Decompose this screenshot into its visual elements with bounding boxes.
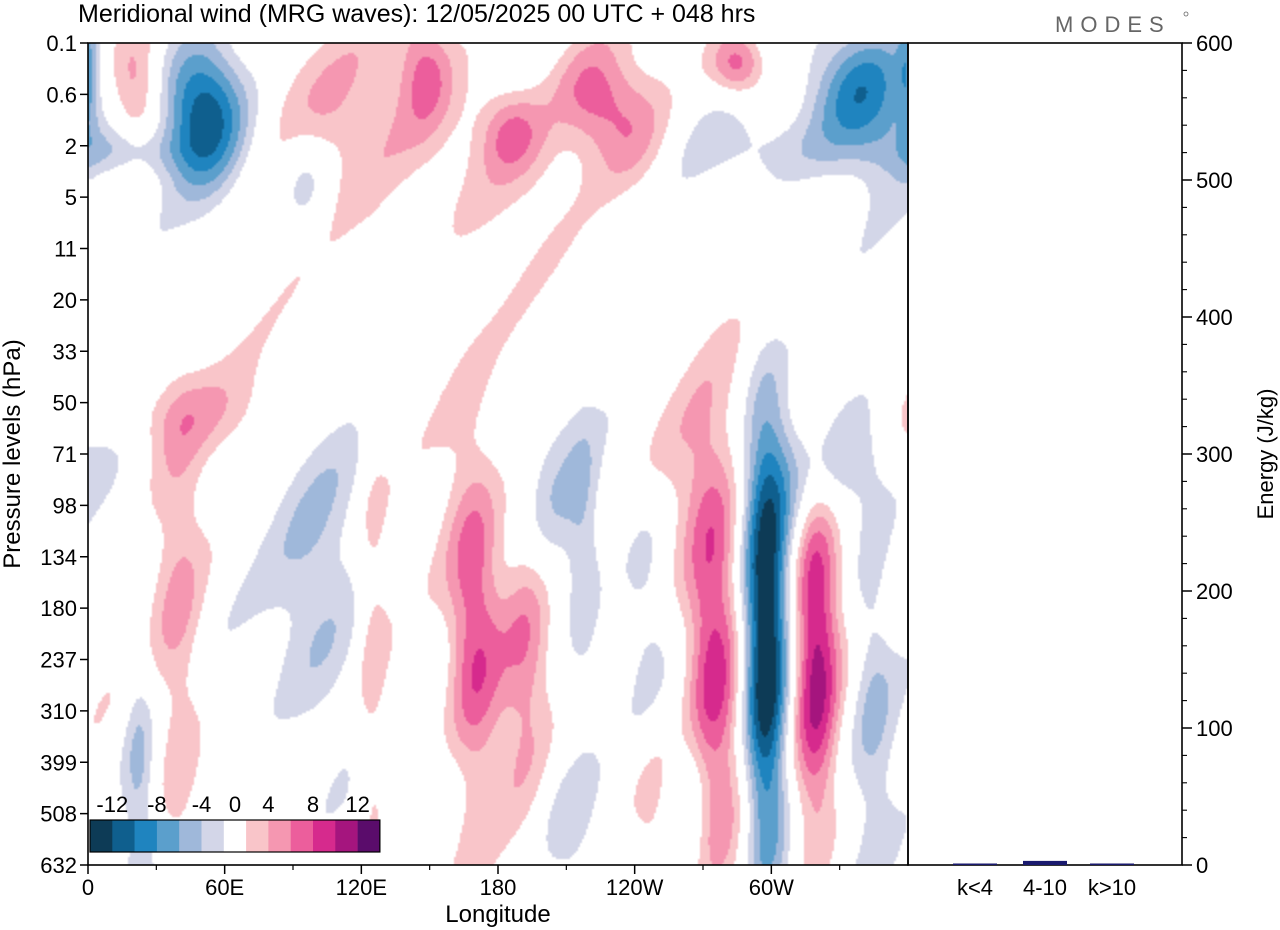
wavenumber-label: 4-10 bbox=[1023, 875, 1067, 900]
bar-panel-frame bbox=[907, 42, 1183, 866]
logo-mark bbox=[1183, 11, 1189, 17]
energy-bar bbox=[1090, 863, 1134, 865]
colorbar-tick-label: 8 bbox=[307, 792, 319, 817]
colorbar-swatch bbox=[134, 820, 158, 852]
colorbar-swatch bbox=[335, 820, 358, 852]
energy-axis: 0 100 200 300 400 500 600 bbox=[1182, 31, 1233, 878]
colorbar-tick-label: -8 bbox=[147, 792, 167, 817]
wavenumber-label: k<4 bbox=[957, 875, 993, 900]
x-tick-label: 120E bbox=[336, 875, 387, 900]
colorbar-tick-label: -12 bbox=[96, 792, 128, 817]
energy-tick-label: 200 bbox=[1196, 579, 1233, 604]
longitude-axis: 0 60E 120E 180 120W 60W bbox=[82, 865, 841, 900]
energy-tick-label: 100 bbox=[1196, 716, 1233, 741]
colorbar-tick-label: 0 bbox=[229, 792, 241, 817]
x-tick-label: 60W bbox=[749, 875, 794, 900]
chart-title: Meridional wind (MRG waves): 12/05/2025 … bbox=[78, 0, 755, 28]
y-tick-label: 2 bbox=[65, 134, 77, 159]
y-tick-label: 180 bbox=[40, 596, 77, 621]
y-tick-label: 33 bbox=[53, 339, 77, 364]
heatmap-panel bbox=[87, 42, 909, 866]
colorbar-tick-label: -4 bbox=[192, 792, 212, 817]
y-tick-label: 98 bbox=[53, 493, 77, 518]
energy-tick-label: 400 bbox=[1196, 305, 1233, 330]
colorbar-swatch bbox=[112, 820, 135, 852]
colorbar-tick-label: 12 bbox=[345, 792, 369, 817]
y-tick-label: 0.1 bbox=[46, 31, 77, 56]
energy-bars bbox=[953, 860, 1134, 865]
x-tick-label: 0 bbox=[82, 875, 94, 900]
energy-bar bbox=[1023, 860, 1067, 865]
colorbar-frame bbox=[89, 819, 381, 853]
energy-axis-label: Energy (J/kg) bbox=[1253, 389, 1278, 520]
energy-bar bbox=[953, 863, 997, 865]
y-tick-label: 20 bbox=[53, 288, 77, 313]
energy-bar-panel bbox=[907, 42, 1183, 866]
x-tick-label: 60E bbox=[205, 875, 244, 900]
pressure-axis: 0.1 0.6 2 5 11 20 33 50 71 98 134 180 237 310 399 508 63… bbox=[40, 31, 88, 878]
x-axis-label: Longitude bbox=[445, 901, 550, 928]
y-tick-label: 0.6 bbox=[46, 82, 77, 107]
colorbar-swatch bbox=[268, 820, 291, 852]
y-tick-label: 399 bbox=[40, 750, 77, 775]
x-tick-label: 120W bbox=[606, 875, 664, 900]
colorbar-swatch bbox=[90, 820, 113, 852]
colorbar-swatch bbox=[290, 820, 314, 852]
modes-logo: MODES bbox=[1055, 12, 1171, 37]
wavenumber-axis: k<4 4-10 k>10 bbox=[957, 875, 1136, 900]
wavenumber-label: k>10 bbox=[1088, 875, 1136, 900]
energy-tick-label: 500 bbox=[1196, 168, 1233, 193]
y-axis-label: Pressure levels (hPa) bbox=[0, 339, 26, 568]
energy-tick-label: 600 bbox=[1196, 31, 1233, 56]
colorbar-swatch bbox=[223, 820, 247, 852]
y-tick-label: 5 bbox=[65, 185, 77, 210]
energy-tick-label: 0 bbox=[1196, 853, 1208, 878]
colorbar-swatch bbox=[313, 820, 336, 852]
energy-tick-label: 300 bbox=[1196, 442, 1233, 467]
y-tick-label: 310 bbox=[40, 699, 77, 724]
y-tick-label: 134 bbox=[40, 545, 77, 570]
colorbar-swatch bbox=[201, 820, 225, 852]
colorbar-swatch bbox=[156, 820, 180, 852]
y-tick-label: 71 bbox=[53, 442, 77, 467]
colorbar-swatch bbox=[246, 820, 269, 852]
y-tick-label: 237 bbox=[40, 648, 77, 673]
colorbar-swatch bbox=[179, 820, 202, 852]
colorbar: -12 -8 -4 0 4 8 12 bbox=[89, 792, 381, 853]
y-tick-label: 508 bbox=[40, 802, 77, 827]
y-tick-label: 632 bbox=[40, 853, 77, 878]
x-tick-label: 180 bbox=[480, 875, 517, 900]
y-tick-label: 50 bbox=[53, 391, 77, 416]
y-tick-label: 11 bbox=[54, 237, 77, 262]
colorbar-swatch bbox=[357, 820, 381, 852]
colorbar-tick-label: 4 bbox=[262, 792, 274, 817]
heatmap-field bbox=[88, 43, 908, 865]
